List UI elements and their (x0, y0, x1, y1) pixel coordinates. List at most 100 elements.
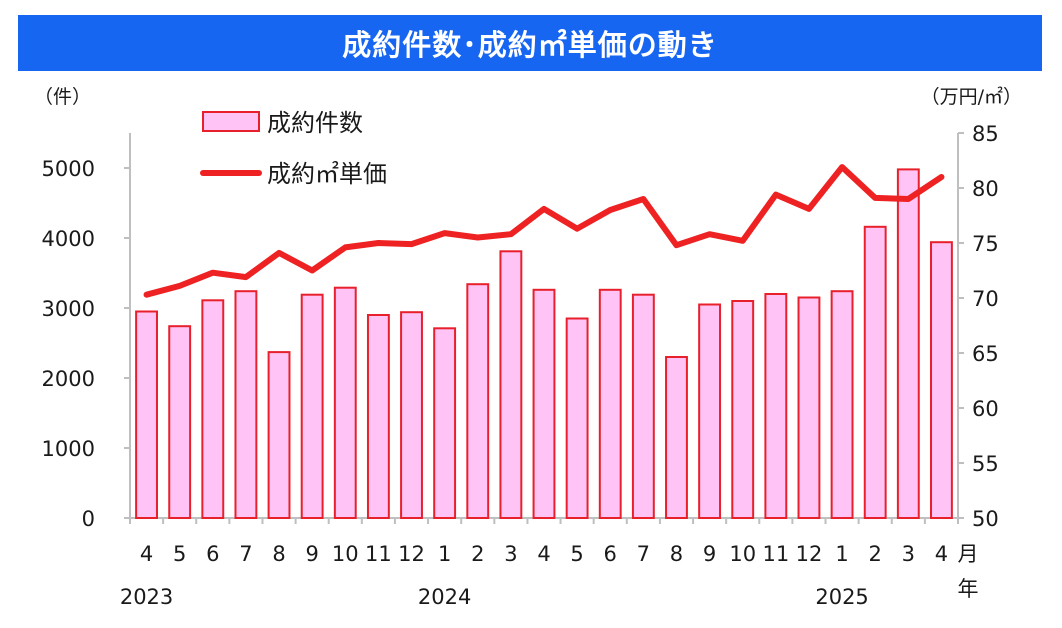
bar-count (499, 250, 523, 520)
chart-title: 成約件数･成約㎡単価の動き (18, 15, 1042, 71)
right-tick-label: 85 (972, 122, 999, 146)
x-tick-label: 12 (796, 542, 823, 566)
bar-count (201, 299, 225, 519)
line-point (178, 284, 182, 288)
bar-count (598, 288, 622, 519)
x-tick-label: 4 (537, 542, 550, 566)
x-tick-label: 5 (570, 542, 583, 566)
bar-count (267, 351, 291, 519)
bar-count (168, 325, 192, 520)
x-tick-label: 12 (398, 542, 425, 566)
bar-count (400, 311, 423, 520)
bar-count (665, 356, 688, 519)
x-tick-label: 9 (305, 542, 318, 566)
line-point (608, 208, 612, 212)
line-point (476, 236, 480, 239)
right-tick-label: 70 (972, 287, 999, 311)
x-tick-label: 11 (365, 542, 392, 566)
left-tick-label: 2000 (42, 367, 95, 391)
line-point (211, 271, 215, 275)
bar-count (764, 293, 788, 519)
x-tick-label: 2 (471, 542, 484, 566)
bar-count (333, 286, 357, 520)
bar-count (930, 241, 953, 519)
line-price-per-sqm (143, 164, 945, 298)
line-point (641, 197, 645, 201)
x-tick-label: 1 (438, 542, 451, 566)
line-point (376, 241, 380, 245)
right-tick-label: 65 (972, 342, 999, 366)
x-tick-label: 10 (729, 542, 756, 566)
left-tick-label: 1000 (42, 437, 95, 461)
bar-count (797, 296, 821, 519)
line-point (708, 232, 712, 236)
bar-count (731, 300, 755, 519)
x-year-label: 2024 (418, 585, 471, 609)
line-point (575, 227, 579, 231)
bar-count (466, 283, 490, 520)
line-point (906, 197, 910, 201)
line-point (310, 269, 314, 272)
line-point (807, 207, 811, 211)
bar-count (433, 327, 457, 519)
bar-count (863, 225, 887, 520)
line-point (277, 251, 281, 255)
x-tick-label: 11 (762, 542, 789, 566)
x-tick-label: 3 (902, 542, 915, 566)
bar-count (896, 168, 920, 519)
left-tick-label: 3000 (42, 297, 95, 321)
bar-count (565, 317, 589, 519)
line-point (443, 231, 447, 235)
x-tick-label: 7 (637, 542, 650, 566)
left-tick-label: 5000 (42, 157, 95, 181)
x-tick-label: 2 (869, 542, 882, 566)
right-tick-label: 75 (972, 232, 999, 256)
x-tick-label: 8 (272, 542, 285, 566)
legend-label-line: 成約㎡単価 (267, 160, 387, 188)
x-tick-label: 8 (670, 542, 683, 566)
right-axis-unit: （万円/㎡） (921, 85, 1022, 108)
right-tick-label: 60 (972, 397, 999, 421)
x-tick-label: 5 (173, 542, 186, 566)
line-point (840, 165, 844, 169)
left-tick-label: 0 (82, 507, 95, 531)
line-point (674, 243, 678, 247)
bar-count (300, 293, 324, 520)
x-tick-label: 3 (504, 542, 517, 566)
x-tick-label: 4 (140, 542, 153, 566)
bar-count (135, 310, 158, 519)
left-tick-label: 4000 (42, 227, 95, 251)
bar-count (830, 290, 854, 520)
x-tick-label: 6 (604, 542, 617, 566)
x-year-label: 2025 (815, 585, 868, 609)
line-point (244, 275, 248, 279)
bar-count (698, 303, 722, 519)
x-tick-label: 7 (239, 542, 252, 566)
line-point (343, 245, 347, 249)
line-point (410, 242, 414, 246)
x-tick-label: 9 (703, 542, 716, 566)
x-year-label: 2023 (120, 585, 173, 609)
line-point (741, 239, 745, 243)
x-tick-label: 10 (332, 542, 359, 566)
x-unit-year: 年 (958, 577, 979, 601)
legend-swatch-bar (202, 111, 260, 132)
bar-count (631, 293, 655, 520)
line-point (939, 175, 943, 179)
line-point (145, 293, 149, 297)
legend-label-bar: 成約件数 (267, 109, 363, 137)
left-axis-unit: （件） (34, 86, 91, 108)
right-tick-label: 55 (972, 452, 999, 476)
x-tick-label: 6 (206, 542, 219, 566)
right-tick-label: 50 (972, 507, 999, 531)
right-tick-label: 80 (972, 177, 999, 201)
bar-count (366, 314, 390, 519)
x-tick-label: 4 (935, 542, 948, 566)
line-point (873, 196, 877, 200)
bar-count (234, 290, 258, 520)
line-point (774, 193, 778, 197)
line-point (509, 232, 513, 236)
x-tick-label: 1 (835, 542, 848, 566)
